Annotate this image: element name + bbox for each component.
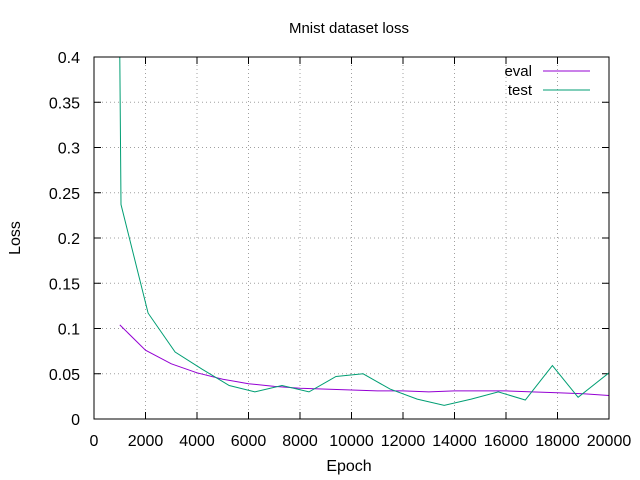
x-tick-label: 6000 (231, 433, 267, 450)
y-tick-label: 0.2 (58, 231, 80, 248)
x-tick-label: 0 (90, 433, 99, 450)
legend: eval test (504, 63, 590, 99)
x-tick-label: 4000 (179, 433, 215, 450)
y-tick-label: 0.35 (49, 95, 80, 112)
x-tick-label: 10000 (329, 433, 374, 450)
y-axis-label: Loss (7, 221, 24, 255)
legend-label-test: test (508, 82, 533, 99)
axis-ticks: 0 2000 4000 6000 8000 10000 12000 14000 16000 180… (49, 50, 631, 450)
series-line-test (119, 56, 610, 406)
y-tick-label: 0.3 (58, 141, 80, 158)
y-tick-label: 0.1 (58, 322, 80, 339)
series-lines (119, 56, 610, 406)
y-tick-label: 0.25 (49, 186, 80, 203)
x-tick-label: 8000 (282, 433, 318, 450)
grid (94, 57, 609, 419)
x-tick-label: 20000 (587, 433, 632, 450)
series-line-eval (119, 324, 610, 396)
x-tick-label: 2000 (128, 433, 164, 450)
plot-frame (93, 56, 610, 420)
x-tick-label: 16000 (484, 433, 529, 450)
x-tick-label: 14000 (432, 433, 477, 450)
x-axis-label: Epoch (326, 458, 371, 475)
x-tick-label: 18000 (535, 433, 580, 450)
chart-title: Mnist dataset loss (289, 20, 409, 37)
x-tick-label: 12000 (381, 433, 426, 450)
y-tick-label: 0.4 (58, 50, 80, 67)
y-tick-label: 0.15 (49, 276, 80, 293)
legend-label-eval: eval (504, 63, 532, 80)
y-tick-label: 0 (71, 412, 80, 429)
y-tick-label: 0.05 (49, 367, 80, 384)
